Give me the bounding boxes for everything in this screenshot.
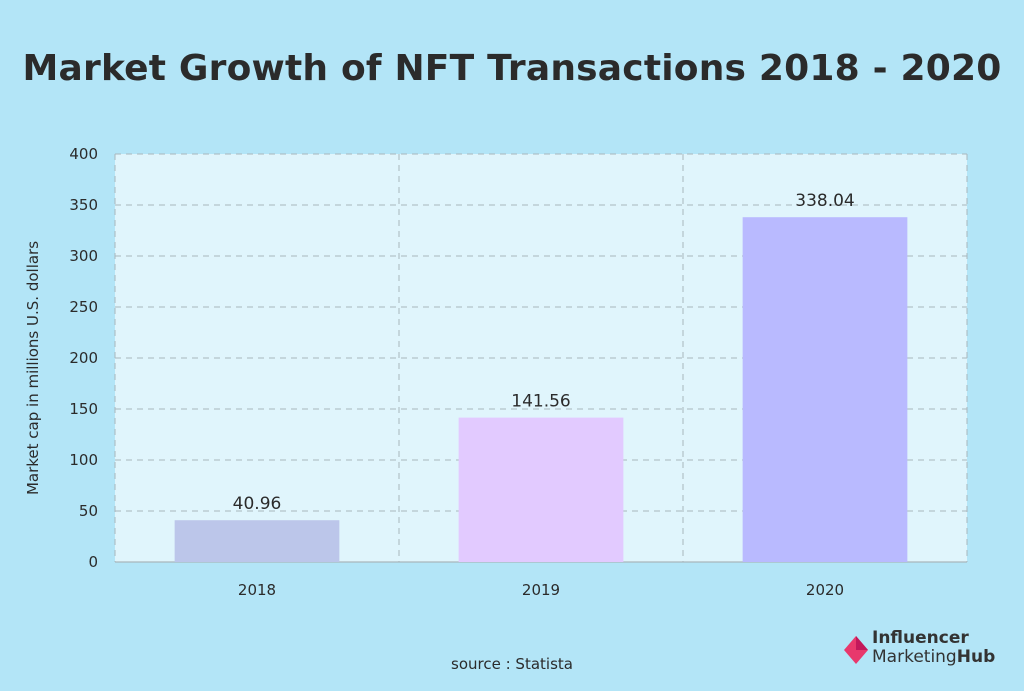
- source-note: source : Statista: [451, 655, 573, 673]
- y-tick-label: 300: [69, 247, 98, 265]
- logo-mark-icon: [844, 636, 868, 664]
- x-tick-label-2020: 2020: [806, 581, 844, 599]
- data-label-2019: 141.56: [511, 392, 570, 412]
- x-tick-label-2018: 2018: [238, 581, 276, 599]
- chart-title: Market Growth of NFT Transactions 2018 -…: [22, 48, 1002, 89]
- y-tick-label: 250: [69, 298, 98, 316]
- influencer-marketing-hub-logo: Influencer MarketingHub: [840, 628, 1010, 672]
- bar-2018: [174, 520, 340, 562]
- y-tick-label: 150: [69, 400, 98, 418]
- data-label-2018: 40.96: [233, 494, 282, 514]
- y-tick-label: 400: [69, 145, 98, 163]
- logo-text-line2: MarketingHub: [872, 647, 996, 667]
- y-tick-label: 50: [79, 502, 98, 520]
- data-label-2020: 338.04: [795, 191, 854, 211]
- logo-text-line1: Influencer: [872, 628, 969, 648]
- bar-2019: [458, 417, 624, 562]
- y-axis-label: Market cap in millions U.S. dollars: [24, 241, 42, 495]
- y-tick-label: 0: [88, 553, 98, 571]
- y-tick-label: 350: [69, 196, 98, 214]
- y-tick-label: 100: [69, 451, 98, 469]
- y-tick-label: 200: [69, 349, 98, 367]
- bar-2020: [742, 217, 908, 562]
- x-tick-label-2019: 2019: [522, 581, 560, 599]
